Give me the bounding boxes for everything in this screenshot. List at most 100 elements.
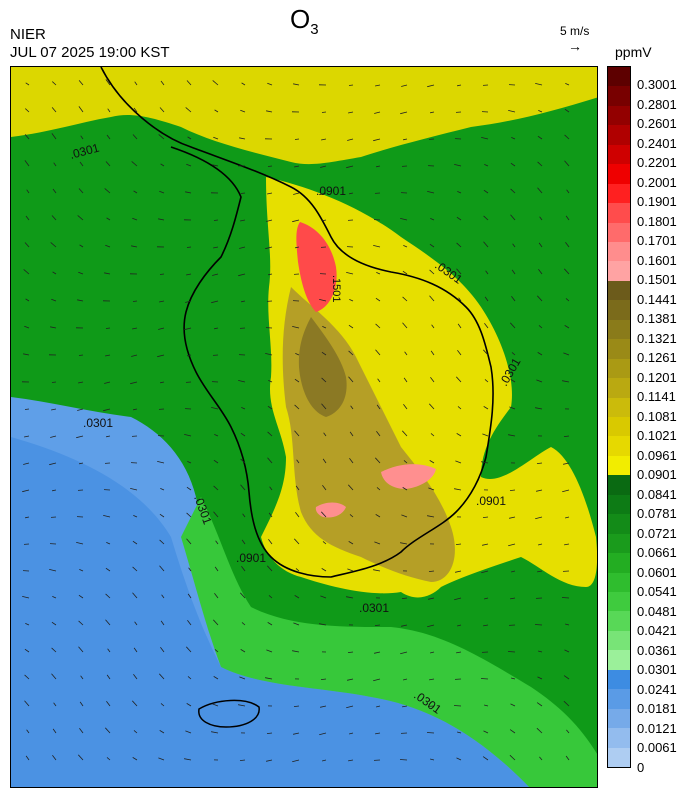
wind-vector xyxy=(539,756,543,761)
wind-vector xyxy=(430,350,435,356)
wind-vector xyxy=(566,729,570,734)
wind-vector xyxy=(349,192,354,195)
wind-vector xyxy=(134,621,138,626)
wind-vector xyxy=(106,757,111,761)
wind-vector xyxy=(266,110,273,113)
wind-vector xyxy=(538,268,543,275)
wind-vector xyxy=(564,268,570,275)
wind-vector xyxy=(212,80,219,86)
wind-vector xyxy=(186,246,192,248)
wind-vector xyxy=(266,649,273,653)
wind-vector xyxy=(401,597,408,599)
wind-vector xyxy=(268,595,273,599)
wind-vector xyxy=(160,488,165,491)
wind-vector xyxy=(159,539,165,545)
wind-vector xyxy=(402,270,408,275)
wind-vector xyxy=(159,565,165,572)
wind-vector xyxy=(241,82,246,86)
wind-vector xyxy=(267,431,273,437)
wind-vector xyxy=(319,299,327,302)
wind-vector xyxy=(50,435,57,438)
wind-vector xyxy=(538,110,543,113)
wind-vector xyxy=(430,651,435,654)
wind-vector xyxy=(401,514,408,518)
colorbar-segment xyxy=(608,339,630,360)
wind-vector xyxy=(402,487,408,491)
wind-vector xyxy=(348,759,354,762)
wind-vector xyxy=(213,219,219,221)
wind-vector xyxy=(375,514,381,518)
wind-vector xyxy=(563,675,570,680)
wind-vector xyxy=(212,703,219,707)
wind-vector xyxy=(159,273,165,275)
colorbar-segment xyxy=(608,125,630,146)
colorbar-segment xyxy=(608,280,630,301)
wind-vector xyxy=(214,592,219,599)
wind-vector xyxy=(561,597,570,599)
colorbar-tick-label: 0.1901 xyxy=(637,194,677,209)
wind-vector xyxy=(537,295,543,302)
wind-vector xyxy=(293,622,300,626)
wind-vector xyxy=(134,81,138,86)
wind-vector xyxy=(266,219,273,222)
wind-vector xyxy=(106,542,111,545)
wind-vector xyxy=(319,623,327,626)
wind-vector xyxy=(455,460,462,464)
wind-vector xyxy=(52,188,57,194)
wind-vector xyxy=(482,516,489,518)
wind-vector xyxy=(376,165,381,168)
wind-vector xyxy=(52,728,57,734)
wind-vector xyxy=(268,273,273,276)
colorbar-segment xyxy=(608,494,630,515)
wind-vector xyxy=(566,189,570,194)
wind-vector xyxy=(160,80,165,86)
wind-vector xyxy=(376,272,381,275)
north-yellow-band xyxy=(11,67,597,165)
wind-vector xyxy=(322,541,327,545)
wind-vector xyxy=(79,569,84,572)
wind-vector xyxy=(402,296,408,302)
wind-vector xyxy=(346,272,354,275)
wind-vector xyxy=(267,457,273,464)
wind-vector xyxy=(373,569,381,572)
wind-vector xyxy=(78,354,84,356)
wind-vector xyxy=(457,323,462,329)
colorbar-tick-label: 0.1321 xyxy=(637,330,677,346)
wind-vector xyxy=(79,244,84,248)
wind-vector xyxy=(563,700,570,707)
wind-vector xyxy=(213,511,219,518)
wind-vector xyxy=(159,673,165,680)
wind-vector xyxy=(157,354,165,358)
wind-vector xyxy=(321,568,327,572)
wind-vector xyxy=(429,269,435,275)
colorbar-tick-label: 0.0541 xyxy=(637,584,677,599)
wind-vector xyxy=(429,678,435,681)
wind-vector xyxy=(25,298,30,302)
wind-vector xyxy=(105,619,111,626)
wind-vector xyxy=(537,676,543,680)
wind-vector xyxy=(26,189,30,194)
wind-vector xyxy=(241,622,246,626)
wind-vector xyxy=(537,570,543,573)
colorbar-segment xyxy=(608,358,630,379)
colorbar-tick-label: 0.0841 xyxy=(637,486,677,502)
wind-vector xyxy=(348,324,354,329)
wind-vector xyxy=(51,298,57,302)
wind-vector xyxy=(22,596,30,599)
wind-vector xyxy=(213,246,219,249)
wind-vector xyxy=(269,486,273,491)
ozone-map[interactable]: .0301 .0301 .0301 .0301 .0301 .0301 .030… xyxy=(10,66,598,788)
wind-vector xyxy=(510,597,516,600)
wind-vector xyxy=(78,188,84,194)
colorbar-segment xyxy=(608,86,630,107)
wind-vector xyxy=(536,462,543,464)
wind-vector xyxy=(509,516,516,519)
wind-vector xyxy=(241,565,246,572)
wind-vector xyxy=(158,134,165,140)
wind-vector xyxy=(484,296,489,302)
wind-vector xyxy=(238,273,246,277)
wind-vector xyxy=(240,219,246,222)
wind-vector xyxy=(294,404,300,410)
wind-vector xyxy=(455,570,462,573)
colorbar-segment xyxy=(608,67,630,87)
